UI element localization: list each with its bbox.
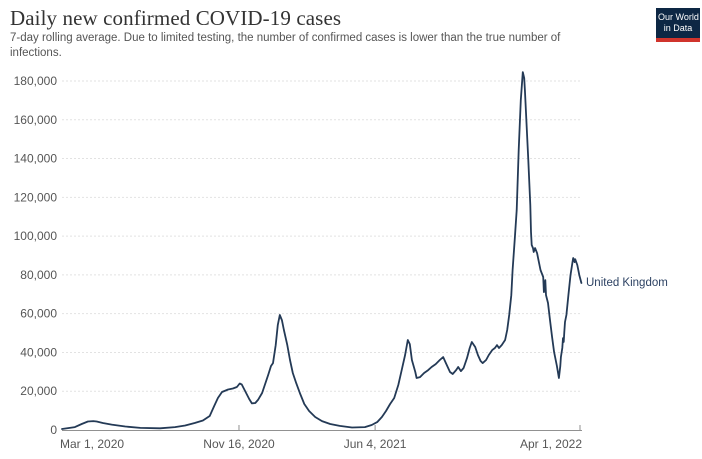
- y-tick-label-140000: 140,000: [14, 152, 58, 166]
- owid-logo[interactable]: Our World in Data: [656, 8, 700, 42]
- y-tick-label-0: 0: [50, 423, 57, 437]
- y-tick-label-20000: 20,000: [20, 384, 57, 398]
- y-tick-label-160000: 160,000: [14, 113, 58, 127]
- x-tick-label-260: Nov 16, 2020: [203, 437, 275, 451]
- y-tick-label-60000: 60,000: [20, 307, 57, 321]
- chart-subtitle: 7-day rolling average. Due to limited te…: [10, 32, 561, 59]
- y-tick-label-100000: 100,000: [14, 229, 58, 243]
- owid-logo-line2: in Data: [663, 23, 693, 34]
- x-tick-label-0: Mar 1, 2020: [60, 437, 124, 451]
- chart-title: Daily new confirmed COVID-19 cases: [10, 6, 342, 30]
- series-label-united-kingdom: United Kingdom: [586, 277, 668, 289]
- y-tick-label-80000: 80,000: [20, 268, 57, 282]
- owid-logo-line1: Our World: [658, 12, 699, 22]
- y-tick-label-180000: 180,000: [14, 74, 58, 88]
- y-tick-label-40000: 40,000: [20, 345, 57, 359]
- series-line-united-kingdom: [61, 71, 583, 430]
- x-tick-label-460: Jun 4, 2021: [344, 437, 407, 451]
- x-tick-label-761: Apr 1, 2022: [520, 437, 582, 451]
- y-tick-label-120000: 120,000: [14, 190, 58, 204]
